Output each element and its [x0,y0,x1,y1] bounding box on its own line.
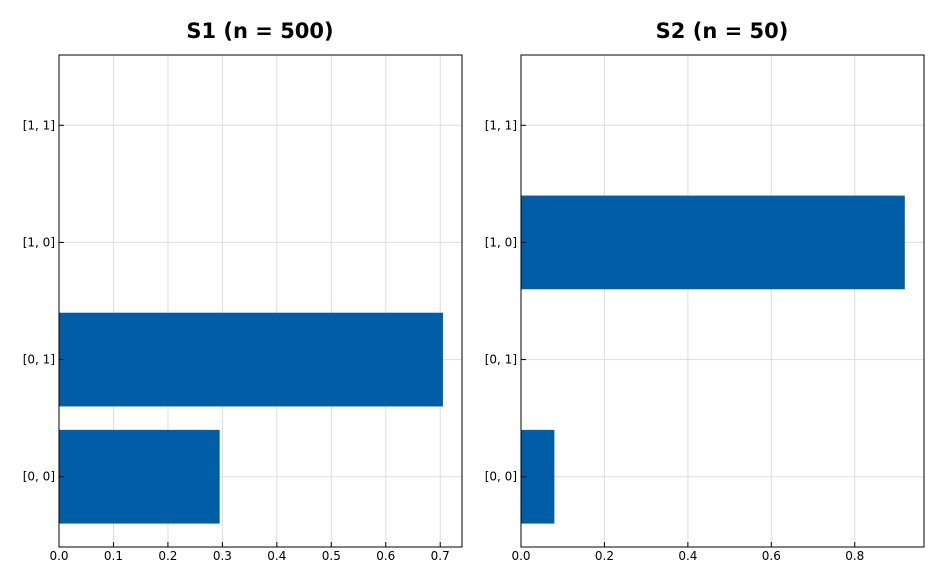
bar-s2-0 [521,429,555,524]
axes-frame [520,54,925,548]
y-tick-label: [0, 1] [485,353,517,367]
y-tick-label: [0, 1] [23,353,55,367]
x-tick-label: 0.3 [213,549,232,563]
y-tick-label: [0, 0] [23,470,55,484]
x-tick-label: 0.8 [845,549,864,563]
x-tick-label: 0.6 [762,549,781,563]
chart-panel-s2: S2 (n = 50) 0.0 0.2 0.4 0.6 0.8 [0, 0] [0, 1] [… [485,19,925,563]
x-tick-label: 0.2 [158,549,177,563]
chart-panel-s1: S1 (n = 500) 0.0 0.1 0.2 0.3 0.4 0.5 0.6 0.7 [0,… [23,19,463,563]
bar-s1-1 [59,312,443,407]
x-tick-label: 0.2 [595,549,614,563]
x-tick-label: 0.1 [104,549,123,563]
chart-title-s2: S2 (n = 50) [656,19,789,43]
chart-title-s1: S1 (n = 500) [186,19,333,43]
x-tick-label: 0.5 [322,549,341,563]
x-tick-label: 0.4 [267,549,286,563]
x-tick-label: 0.4 [678,549,697,563]
x-tick-label: 0.7 [431,549,450,563]
x-tick-label: 0.0 [511,549,530,563]
x-tick-label: 0.6 [376,549,395,563]
bar-s1-0 [59,429,220,524]
axes-frame [58,54,463,548]
x-tick-label: 0.0 [49,549,68,563]
y-tick-label: [1, 0] [23,235,55,249]
bar-s2-2 [521,195,905,290]
y-tick-label: [1, 0] [485,235,517,249]
y-tick-label: [1, 1] [485,118,517,132]
y-tick-label: [0, 0] [485,470,517,484]
y-tick-label: [1, 1] [23,118,55,132]
